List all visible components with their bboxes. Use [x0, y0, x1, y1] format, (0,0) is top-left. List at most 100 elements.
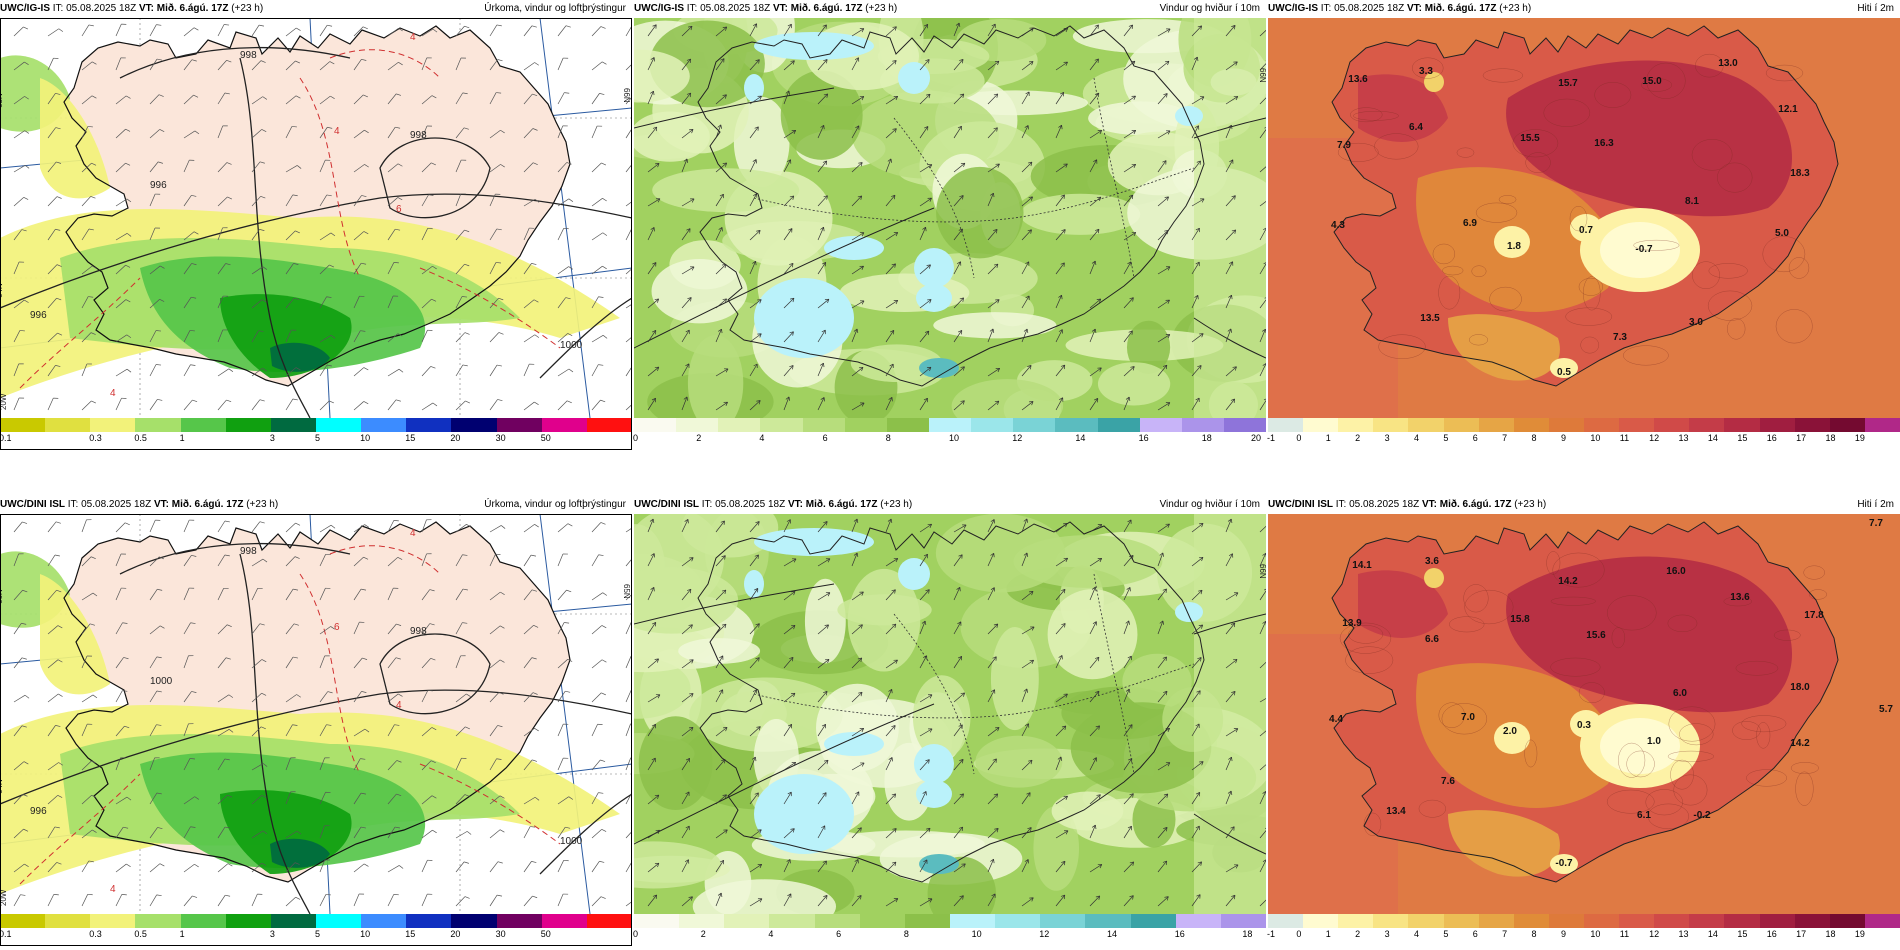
colorbar-swatch [844, 418, 887, 432]
panel-title: Úrkoma, vindur og loftþrýstingur [484, 3, 626, 14]
colorbar-swatch [1175, 914, 1221, 928]
colorbar-swatch [541, 418, 587, 432]
colorbar-tick-label: 12 [1012, 433, 1023, 443]
colorbar-tick-label: 10 [360, 929, 371, 939]
colorbar-swatch [1548, 914, 1584, 928]
colorbar-swatch [1373, 418, 1409, 432]
run-info: UWC/IG-IS IT: 05.08.2025 18Z VT: Mið. 6.… [0, 0, 263, 18]
temperature-label: 7.0 [1461, 712, 1475, 723]
colorbar-tick-label: 0 [633, 433, 639, 443]
temperature-label: 1.8 [1507, 241, 1521, 252]
colorbar-swatch [1513, 418, 1549, 432]
lead-time: (+23 h) [1499, 3, 1532, 14]
colorbar-tick-label: 18 [1201, 433, 1212, 443]
colorbar-swatch [1583, 914, 1620, 928]
colorbar-tick-label: 4 [1413, 433, 1419, 443]
colorbar-tick-label: 14 [1107, 929, 1118, 939]
wind-map: 66N [634, 514, 1266, 914]
colorbar-tick-label: 7 [1502, 929, 1508, 939]
graticule-label: 66N [1258, 564, 1266, 579]
colorbar-tick-label: 10 [1590, 433, 1601, 443]
colorbar-swatch [135, 418, 181, 432]
colorbar [634, 914, 1266, 928]
colorbar-tick-label: 15 [405, 929, 416, 939]
temperature-label: 4.4 [1329, 714, 1343, 725]
colorbar-tick-label: 3 [1384, 929, 1390, 939]
colorbar-swatch [451, 914, 497, 928]
graticule-label: 66N [1258, 68, 1266, 83]
colorbar-swatch [315, 914, 362, 928]
colorbar-tick-label: 1 [179, 929, 185, 939]
issue-time: 05.08.2025 18Z [1334, 3, 1405, 14]
colorbar-swatch [90, 914, 136, 928]
colorbar-tick-label: 0 [1296, 433, 1302, 443]
colorbar-tick-label: 15 [405, 433, 416, 443]
panel-title: Hiti í 2m [1857, 499, 1894, 510]
colorbar-tick-label: 5 [315, 433, 321, 443]
colorbar-swatch [1654, 914, 1690, 928]
colorbar-swatch [406, 418, 452, 432]
issue-label: IT: [686, 3, 698, 14]
colorbar-swatch [1408, 914, 1444, 928]
issue-label: IT: [67, 499, 79, 510]
colorbar-tick-label: 50 [540, 433, 551, 443]
graticule-label: 20W [0, 393, 8, 410]
colorbar-tick-label: 4 [768, 929, 774, 939]
colorbar-tick-label: 17 [1796, 929, 1807, 939]
isobar-label: 998 [240, 546, 257, 557]
wind-map-canvas: 66N [634, 18, 1266, 418]
wind-map-canvas: 66N [634, 514, 1266, 914]
valid-time: Mið. 6.ágú. 17Z [805, 499, 878, 510]
temperature-label: 14.2 [1790, 738, 1810, 749]
model-name: UWC/DINI ISL [0, 499, 65, 510]
colorbar-swatch [361, 914, 407, 928]
colorbar-swatch [1689, 418, 1725, 432]
wind-map: 66N [634, 18, 1266, 418]
colorbar-tick-label: 8 [1531, 929, 1537, 939]
colorbar-tick-label: 10 [949, 433, 960, 443]
graticule-label: 66N [622, 88, 631, 103]
temperature-label: 18.3 [1790, 168, 1810, 179]
colorbar-tick-label: 5 [315, 929, 321, 939]
colorbar-swatch [886, 418, 929, 432]
lead-time: (+23 h) [1514, 499, 1547, 510]
temperature-label: 14.1 [1352, 560, 1372, 571]
colorbar-swatch [1829, 418, 1865, 432]
temperature-label: -0.7 [1555, 858, 1573, 869]
colorbar-swatch [1040, 914, 1086, 928]
valid-time: Mið. 6.ágú. 17Z [1439, 499, 1512, 510]
colorbar-tick-label: 0.3 [89, 433, 102, 443]
colorbar-swatch [1829, 914, 1865, 928]
colorbar-tick-label: 0.5 [134, 929, 147, 939]
valid-label: VT: [772, 3, 788, 14]
precip-map: 998 996 1000 998 996 4 4 6 4 65N 64N 66N 20W [0, 18, 632, 418]
colorbar-tick-label: 6 [822, 433, 828, 443]
colorbar-tick-label: 3 [269, 433, 275, 443]
colorbar [1268, 418, 1900, 432]
temperature-label: 16.3 [1594, 138, 1614, 149]
panel-header: UWC/DINI ISL IT: 05.08.2025 18Z VT: Mið.… [634, 496, 1266, 514]
temperature-label: 4.3 [1331, 220, 1345, 231]
colorbar-swatch [315, 418, 362, 432]
colorbar-swatch [814, 914, 860, 928]
colorbar-tick-label: -1 [1267, 929, 1276, 939]
colorbar-swatch [859, 914, 905, 928]
colorbar-swatch [995, 914, 1041, 928]
colorbar-swatch [0, 914, 46, 928]
run-info: UWC/IG-IS IT: 05.08.2025 18Z VT: Mið. 6.… [1268, 0, 1531, 18]
colorbar-ticks: 0.1 0.3 0.5 1 3 5 10 15 20 30 50 [0, 929, 632, 943]
colorbar-swatch [1181, 418, 1224, 432]
colorbar-swatch [225, 914, 271, 928]
colorbar-tick-label: 15 [1737, 433, 1748, 443]
colorbar-tick-label: 1 [1325, 433, 1331, 443]
colorbar-ticks: 0 2 4 6 8 10 12 14 16 18 20 [633, 433, 1266, 447]
colorbar-swatch [1654, 418, 1690, 432]
colorbar-tick-label: 12 [1039, 929, 1050, 939]
lead-time: (+23 h) [865, 3, 898, 14]
temperature-label: 13.6 [1348, 74, 1368, 85]
colorbar-tick-label: 18 [1242, 929, 1253, 939]
isobar-label: 998 [240, 50, 257, 61]
isobar-label: 1000 [150, 676, 173, 687]
issue-time: 05.08.2025 18Z [66, 3, 137, 14]
colorbar-swatch [361, 418, 407, 432]
